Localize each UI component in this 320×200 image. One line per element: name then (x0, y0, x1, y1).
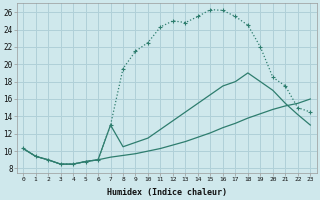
X-axis label: Humidex (Indice chaleur): Humidex (Indice chaleur) (107, 188, 227, 197)
